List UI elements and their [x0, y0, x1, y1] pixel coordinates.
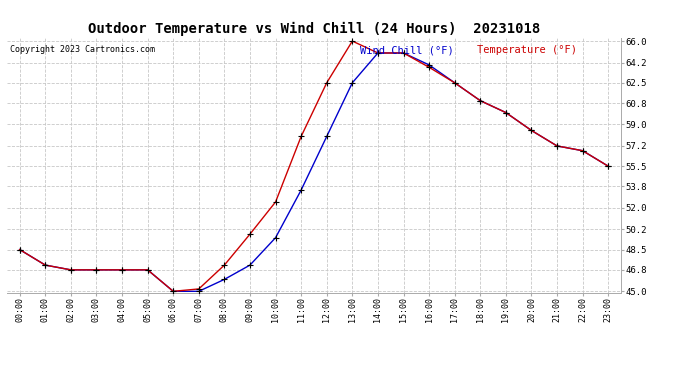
Title: Outdoor Temperature vs Wind Chill (24 Hours)  20231018: Outdoor Temperature vs Wind Chill (24 Ho… — [88, 22, 540, 36]
Text: Temperature (°F): Temperature (°F) — [477, 45, 577, 55]
Text: Wind Chill (°F): Wind Chill (°F) — [360, 45, 460, 55]
Text: Copyright 2023 Cartronics.com: Copyright 2023 Cartronics.com — [10, 45, 155, 54]
